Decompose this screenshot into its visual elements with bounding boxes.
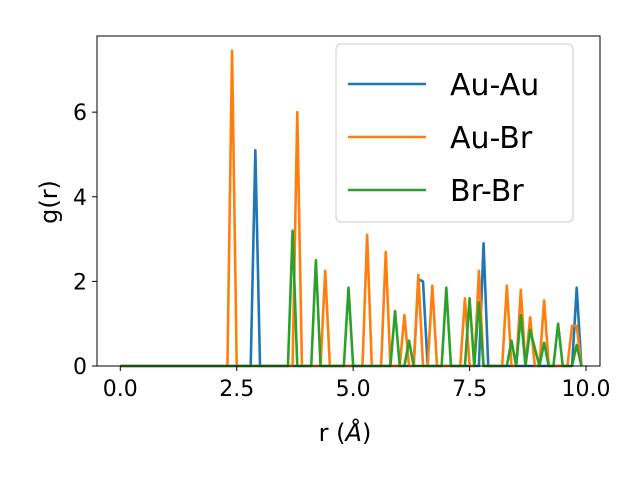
legend-label-au-au: Au-Au	[450, 68, 539, 103]
x-tick-label: 0.0	[103, 377, 138, 402]
y-tick-label: 4	[73, 186, 87, 211]
y-ticks: 0 2 4 6	[73, 101, 97, 380]
legend-label-au-br: Au-Br	[450, 121, 533, 156]
legend-label-br-br: Br-Br	[450, 174, 524, 209]
x-ticks: 0.0 2.5 5.0 7.5 10.0	[103, 366, 611, 402]
y-tick-label: 0	[73, 355, 87, 380]
y-axis-label: g(r)	[35, 180, 63, 224]
legend: Au-Au Au-Br Br-Br	[335, 43, 574, 223]
axes	[96, 35, 601, 367]
axes-frame	[96, 35, 601, 367]
legend-box	[335, 43, 574, 223]
x-tick-label: 10.0	[562, 377, 611, 402]
x-tick-label: 7.5	[452, 377, 487, 402]
x-tick-label: 5.0	[336, 377, 371, 402]
x-axis-label: r (Å)	[319, 418, 372, 447]
series-line-au-br	[120, 49, 583, 368]
x-tick-label: 2.5	[219, 377, 254, 402]
y-tick-label: 2	[73, 270, 87, 295]
y-tick-label: 6	[73, 101, 87, 126]
